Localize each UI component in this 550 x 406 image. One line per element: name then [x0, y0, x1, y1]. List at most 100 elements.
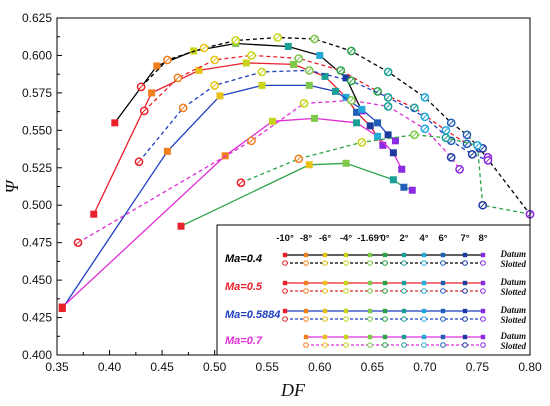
legend-slotted-marker — [343, 260, 349, 266]
legend-datum-marker — [322, 280, 328, 286]
legend-datum-marker — [382, 334, 388, 340]
datum-point — [408, 186, 416, 194]
legend-datum-marker — [367, 334, 373, 340]
datum-point — [216, 92, 224, 100]
legend-datum-marker — [303, 280, 309, 286]
legend-datum-marker — [480, 280, 486, 286]
slotted-point-slash — [442, 134, 449, 141]
legend-datum-marker — [343, 280, 349, 286]
legend-datum-marker — [462, 334, 468, 340]
datum-point — [389, 149, 397, 157]
legend-incidence-label: -10° — [276, 233, 294, 244]
legend-slotted-marker — [303, 260, 309, 266]
x-axis: 0.35 0.40 0.45 0.50 0.55 0.60 0.65 0.70 0.75 0.80 — [45, 350, 542, 374]
datum-point — [342, 93, 350, 101]
datum-point — [90, 210, 98, 218]
legend-incidence-label: -4° — [340, 233, 352, 244]
slotted-point-slash — [469, 151, 476, 158]
datum-point — [163, 147, 171, 155]
x-axis-title: DF — [280, 380, 306, 400]
datum-point — [374, 132, 382, 140]
slotted-point-slash — [141, 107, 148, 114]
slotted-point-slash — [374, 88, 381, 95]
y-axis: 0.400 0.425 0.450 0.475 0.500 0.525 0.550 0.575… — [22, 11, 62, 362]
datum-point — [321, 72, 329, 80]
legend-datum-marker — [462, 252, 468, 258]
legend-incidence-label: 7° — [460, 233, 469, 244]
y-tick-label: 0.550 — [22, 123, 52, 137]
legend-slotted-marker — [421, 342, 427, 348]
slotted-point-slash — [164, 56, 171, 63]
legend-slotted-marker — [382, 342, 388, 348]
y-tick-label: 0.500 — [22, 198, 52, 212]
legend-slotted-marker — [421, 288, 427, 294]
slotted-point-slash — [201, 45, 208, 51]
slotted-point-slash — [306, 67, 313, 74]
legend-datum-marker — [440, 308, 446, 314]
legend-slotted-marker — [322, 288, 328, 294]
slotted-point-slash — [348, 77, 355, 84]
x-tick-label: 0.75 — [466, 360, 490, 374]
slotted-point-slash — [479, 145, 486, 152]
legend-slotted-marker — [382, 288, 388, 294]
legend-slotted-marker — [401, 316, 407, 322]
legend-datum-marker — [421, 280, 427, 286]
legend-box — [216, 224, 531, 356]
legend-datum-marker — [322, 334, 328, 340]
legend-slotted-marker — [462, 260, 468, 266]
datum-line — [180, 162, 413, 227]
legend-datum-marker — [401, 334, 407, 340]
legend-slotted-marker — [440, 288, 446, 294]
x-tick-label: 0.45 — [150, 360, 174, 374]
legend-datum-marker — [421, 252, 427, 258]
legend-slotted-marker — [462, 342, 468, 348]
legend-slotted-marker — [401, 260, 407, 266]
legend-mach-label: Ma=0.5884 — [225, 309, 280, 321]
y-tick-label: 0.450 — [22, 273, 52, 287]
datum-point — [353, 119, 361, 127]
slotted-point-slash — [180, 104, 187, 111]
datum-point — [316, 51, 324, 59]
slotted-point-slash — [463, 131, 470, 138]
legend-datum-marker — [367, 308, 373, 314]
slotted-point-slash — [421, 113, 428, 120]
datum-point — [400, 183, 408, 191]
slotted-point-slash — [421, 125, 428, 132]
legend-datum-marker — [367, 280, 373, 286]
legend-slotted-marker — [282, 316, 288, 322]
legend-incidence-label: -1.69° — [357, 233, 383, 244]
datum-point — [379, 141, 387, 149]
slotted-point-slash — [274, 34, 281, 41]
datum-point — [111, 119, 119, 127]
datum-point — [384, 131, 392, 139]
slotted-point-slash — [348, 47, 355, 54]
datum-point — [177, 222, 185, 230]
legend-datum-marker — [421, 334, 427, 340]
legend-datum-marker — [401, 252, 407, 258]
slotted-point-slash — [358, 139, 365, 146]
legend-datum-marker — [322, 252, 328, 258]
slotted-point-slash — [237, 179, 244, 186]
legend-slotted-marker — [303, 316, 309, 322]
datum-point — [366, 122, 374, 130]
slotted-point-slash — [485, 157, 491, 164]
legend-slotted-marker — [322, 260, 328, 266]
slotted-point-slash — [232, 37, 239, 44]
datum-point — [391, 137, 399, 145]
legend-datum-marker — [282, 308, 288, 314]
legend-slotted-marker — [401, 288, 407, 294]
legend-datum-marker — [462, 308, 468, 314]
legend-slotted-marker — [367, 288, 373, 294]
legend-slotted-marker — [367, 260, 373, 266]
legend-datum-marker — [440, 252, 446, 258]
datum-point — [311, 114, 319, 122]
datum-point — [358, 105, 366, 113]
y-tick-label: 0.575 — [22, 86, 52, 100]
slotted-point-slash — [136, 158, 142, 165]
legend-datum-marker — [382, 252, 388, 258]
y-tick-label: 0.425 — [22, 311, 52, 325]
slotted-point-slash — [385, 68, 392, 75]
datum-line — [61, 84, 396, 309]
datum-line — [114, 42, 363, 124]
